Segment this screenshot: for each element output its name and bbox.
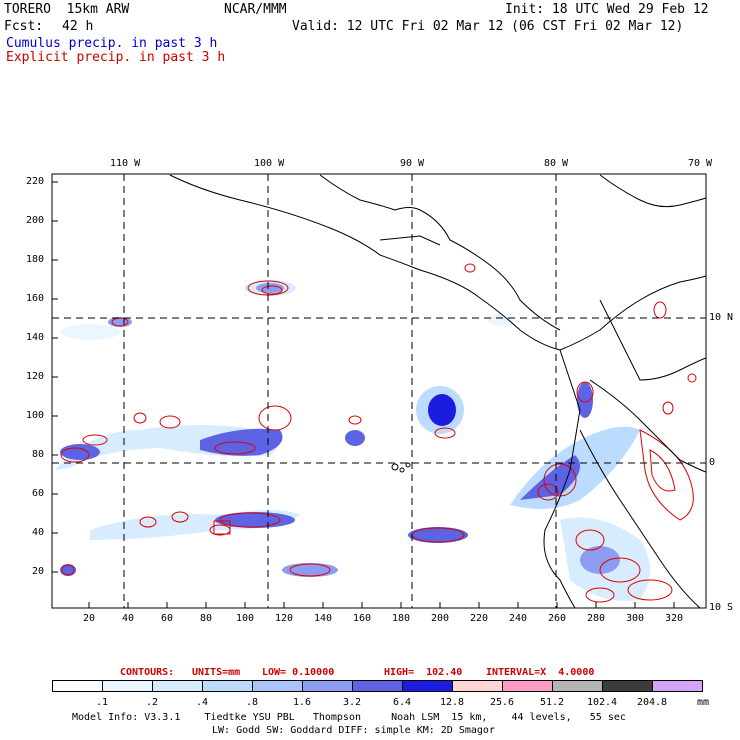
x-tick: 320 — [665, 613, 684, 624]
y-tick: 200 — [26, 215, 45, 226]
legend-color-box — [52, 680, 103, 692]
x-tick: 280 — [587, 613, 606, 624]
legend-color-box — [152, 680, 203, 692]
legend-label: .8 — [245, 697, 259, 708]
contours-high: HIGH= 102.40 — [384, 667, 463, 678]
legend-color-box — [252, 680, 303, 692]
y-tick: 220 — [26, 176, 45, 187]
x-tick: 140 — [314, 613, 333, 624]
legend-color-box — [302, 680, 353, 692]
legend-label: 25.6 — [489, 697, 515, 708]
x-tick: 60 — [161, 613, 174, 624]
y-tick: 20 — [32, 566, 45, 577]
legend-label: 1.6 — [292, 697, 312, 708]
legend-label: 51.2 — [539, 697, 565, 708]
legend-color-box — [102, 680, 153, 692]
y-tick: 100 — [26, 410, 45, 421]
legend-label: .2 — [145, 697, 159, 708]
y-tick: 140 — [26, 332, 45, 343]
organization: NCAR/MMM — [224, 2, 287, 17]
legend-label: 6.4 — [392, 697, 412, 708]
lat-label-10s: 10 S — [709, 602, 734, 613]
lon-label-100w: 100 W — [254, 158, 285, 169]
y-tick: 60 — [32, 488, 45, 499]
y-tick: 180 — [26, 254, 45, 265]
lat-label-10n: 10 N — [709, 312, 734, 323]
x-tick: 220 — [470, 613, 489, 624]
y-tick: 40 — [32, 527, 45, 538]
model-title: TORERO 15km ARW — [4, 2, 130, 17]
legend-label: 3.2 — [342, 697, 362, 708]
y-tick: 120 — [26, 371, 45, 382]
cumulus-precip-areas — [55, 280, 650, 601]
model-info-line1: Model Info: V3.3.1 Tiedtke YSU PBL Thomp… — [72, 712, 626, 723]
axis-ticks — [52, 181, 675, 608]
contours-units: UNITS=mm — [192, 667, 241, 678]
legend-unit: mm — [697, 697, 710, 708]
x-tick: 100 — [236, 613, 255, 624]
x-tick: 240 — [509, 613, 528, 624]
legend-color-box — [402, 680, 453, 692]
legend-color-box — [652, 680, 703, 692]
legend-label: .4 — [195, 697, 209, 708]
lon-label-90w: 90 W — [400, 158, 425, 169]
x-tick: 20 — [83, 613, 96, 624]
forecast-hours: 42 h — [62, 19, 94, 34]
legend-color-box — [552, 680, 603, 692]
legend-color-box — [452, 680, 503, 692]
cumulus-precip-legend: Cumulus precip. in past 3 h — [6, 36, 218, 51]
x-tick: 80 — [200, 613, 213, 624]
lon-label-110w: 110 W — [110, 158, 141, 169]
legend-color-box — [352, 680, 403, 692]
forecast-label: Fcst: — [4, 19, 44, 34]
model-info-line2: LW: Godd SW: Goddard DIFF: simple KM: 2D… — [212, 725, 495, 736]
valid-time: Valid: 12 UTC Fri 02 Mar 12 (06 CST Fri … — [292, 19, 684, 34]
legend-label: 204.8 — [636, 697, 668, 708]
legend-color-box — [602, 680, 653, 692]
contours-label: CONTOURS: — [120, 667, 175, 678]
legend-label: 102.4 — [586, 697, 618, 708]
lat-label-equator: 0 — [709, 457, 716, 468]
x-tick: 120 — [275, 613, 294, 624]
x-tick: 160 — [353, 613, 372, 624]
contours-low: LOW= 0.10000 — [262, 667, 335, 678]
contours-interval: INTERVAL=X 4.0000 — [486, 667, 595, 678]
x-tick: 200 — [431, 613, 450, 624]
x-tick: 300 — [626, 613, 645, 624]
x-tick: 180 — [392, 613, 411, 624]
legend-color-box — [502, 680, 553, 692]
legend-color-box — [202, 680, 253, 692]
x-tick: 260 — [548, 613, 567, 624]
init-time: Init: 18 UTC Wed 29 Feb 12 — [505, 2, 709, 17]
explicit-precip-legend: Explicit precip. in past 3 h — [6, 50, 226, 65]
x-tick: 40 — [122, 613, 135, 624]
lon-label-80w: 80 W — [544, 158, 569, 169]
latlon-grid — [52, 174, 706, 608]
y-tick: 80 — [32, 449, 45, 460]
coastlines — [169, 174, 707, 609]
lon-label-70w: 70 W — [688, 158, 713, 169]
y-tick: 160 — [26, 293, 45, 304]
legend-label: .1 — [95, 697, 109, 708]
legend-label: 12.8 — [439, 697, 465, 708]
